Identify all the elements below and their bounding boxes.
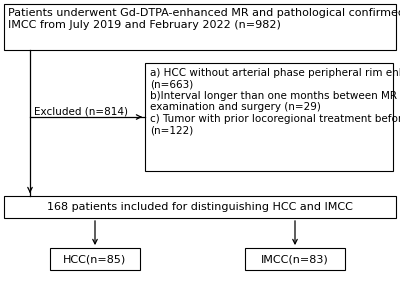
Text: IMCC(n=83): IMCC(n=83): [261, 254, 329, 264]
Bar: [4, 196, 396, 218]
Text: c) Tumor with prior locoregional treatment before surgery: c) Tumor with prior locoregional treatme…: [150, 114, 400, 124]
Bar: [50, 248, 140, 270]
Text: a) HCC without arterial phase peripheral rim enhancement: a) HCC without arterial phase peripheral…: [150, 68, 400, 78]
Bar: [4, 4, 396, 50]
Text: examination and surgery (n=29): examination and surgery (n=29): [150, 103, 321, 112]
Text: HCC(n=85): HCC(n=85): [63, 254, 127, 264]
Text: Patients underwent Gd-DTPA-enhanced MR and pathological confirmed HCC or
IMCC fr: Patients underwent Gd-DTPA-enhanced MR a…: [8, 8, 400, 29]
Text: b)Interval longer than one months between MR: b)Interval longer than one months betwee…: [150, 91, 397, 101]
Bar: [245, 248, 345, 270]
Bar: [145, 63, 393, 171]
Text: 168 patients included for distinguishing HCC and IMCC: 168 patients included for distinguishing…: [47, 202, 353, 212]
Text: (n=663): (n=663): [150, 79, 193, 90]
Text: Excluded (n=814): Excluded (n=814): [34, 106, 128, 116]
Text: (n=122): (n=122): [150, 125, 193, 136]
